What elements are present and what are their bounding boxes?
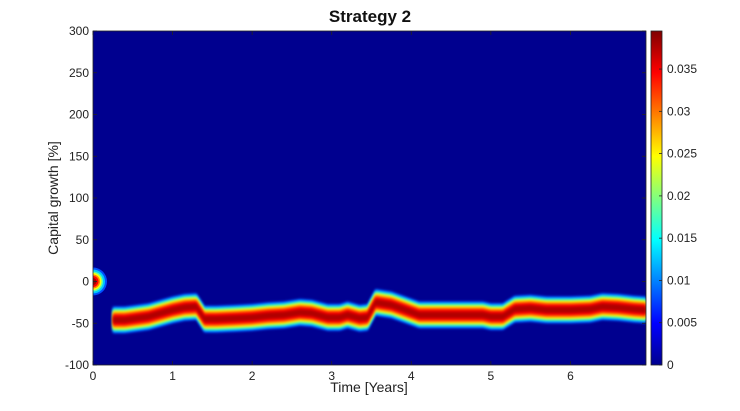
x-tick-label: 3 [328, 369, 335, 383]
x-tick-label: 1 [169, 369, 176, 383]
density-band-level [112, 299, 646, 324]
colorbar [650, 30, 663, 366]
x-tick-label: 4 [408, 369, 415, 383]
colorbar-tick-label: 0 [667, 358, 674, 372]
colorbar-tick-label: 0.015 [667, 231, 697, 245]
colorbar-axis: 0 0.005 0.01 0.015 0.02 0.025 0.03 0.035 [659, 62, 697, 372]
colorbar-tick-label: 0.01 [667, 273, 691, 287]
y-axis: -100 -50 0 50 100 150 200 250 300 [65, 24, 646, 372]
colorbar-tick-label: 0.02 [667, 189, 691, 203]
y-tick-label: 200 [69, 108, 89, 122]
chart-title: Strategy 2 [329, 7, 411, 26]
colorbar-tick-label: 0.03 [667, 104, 691, 118]
y-tick-label: 150 [69, 149, 89, 163]
x-axis-label: Time [Years] [330, 379, 408, 395]
colorbar-tick-label: 0.025 [667, 147, 697, 161]
y-tick-label: -50 [72, 316, 90, 330]
x-tick-label: 6 [567, 369, 574, 383]
x-axis: 0 1 2 3 4 5 6 [90, 31, 574, 383]
colorbar-tick-label: 0.035 [667, 62, 697, 76]
y-tick-label: 100 [69, 191, 89, 205]
y-tick-label: 50 [76, 233, 90, 247]
colorbar-tick-label: 0.005 [667, 316, 697, 330]
x-tick-label: 2 [249, 369, 256, 383]
x-tick-label: 0 [90, 369, 97, 383]
y-tick-label: 300 [69, 24, 89, 38]
y-tick-label: 0 [82, 275, 89, 289]
x-tick-label: 5 [487, 369, 494, 383]
y-axis-label: Capital growth [%] [45, 141, 61, 255]
y-tick-label: -100 [65, 358, 89, 372]
density-bands [93, 267, 646, 334]
y-tick-label: 250 [69, 66, 89, 80]
